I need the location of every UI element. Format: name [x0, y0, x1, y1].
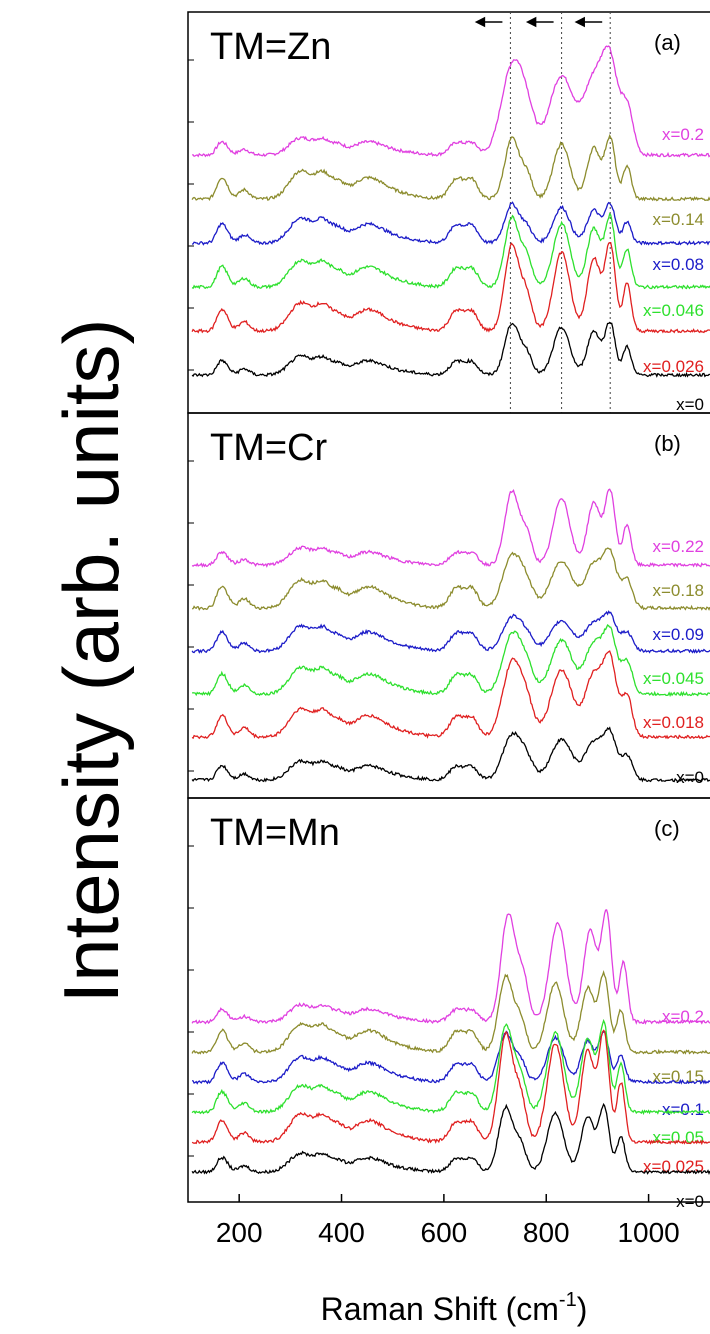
spectrum-line	[191, 45, 710, 158]
shift-arrow	[574, 16, 603, 28]
spectrum-line	[191, 321, 710, 378]
spectrum-line	[191, 133, 710, 202]
shift-arrow	[474, 16, 503, 28]
panel-title: TM=Mn	[210, 812, 340, 854]
series-label: x=0.046	[643, 301, 704, 320]
series-label: x=0.09	[652, 625, 704, 644]
x-tick-label: 400	[318, 1217, 365, 1248]
series-label: x=0.1	[662, 1100, 704, 1119]
y-axis-label: Intensity (arb. units)	[47, 319, 135, 1004]
series-label: x=0.018	[643, 713, 704, 732]
panel-letter: (c)	[654, 816, 680, 841]
series-label: x=0	[676, 395, 704, 414]
spectrum-line	[191, 1029, 710, 1146]
series-label: x=0.05	[652, 1128, 704, 1147]
panel-title: TM=Cr	[210, 427, 328, 469]
spectrum-line	[191, 650, 710, 740]
x-ticks: 200 400 600 800 1000	[216, 1194, 680, 1248]
spectrum-line	[191, 726, 710, 783]
spectrum-line	[191, 201, 710, 246]
x-axis-label-main: Raman Shift (cm	[321, 1291, 559, 1327]
series-label: x=0.22	[652, 537, 704, 556]
spectrum-line	[191, 969, 710, 1055]
series-label: x=0.2	[662, 1007, 704, 1026]
chart-panel-2: TM=Cr (b) x=0.22 x=0.18 x=0.09 x=0.045 x=0.018…	[187, 412, 710, 799]
series-label: x=0.14	[652, 210, 704, 229]
x-axis-label: Raman Shift (cm-1)	[321, 1289, 588, 1327]
series-label: x=0	[676, 768, 704, 787]
spectrum-line	[191, 547, 710, 611]
x-tick-label: 800	[523, 1217, 570, 1248]
x-tick-label: 600	[421, 1217, 468, 1248]
x-tick-label: 1000	[617, 1217, 679, 1248]
series-label: x=0.18	[652, 581, 704, 600]
series-label: x=0.2	[662, 125, 704, 144]
spectrum-line	[191, 623, 710, 698]
panel-frame	[187, 11, 710, 414]
spectrum-line	[191, 1018, 710, 1116]
spectrum-line	[191, 488, 710, 568]
spectrum-line	[191, 610, 710, 654]
panel-title: TM=Zn	[210, 26, 331, 68]
chart-panel-1: TM=Zn (a) x=0.2 x=0.14 x=0.08 x=0.046 x=0.026 x…	[187, 11, 710, 414]
spectrum-line	[191, 1102, 710, 1176]
x-axis-label-sup: -1	[559, 1289, 577, 1311]
series-label: x=0.15	[652, 1067, 704, 1086]
shift-arrow	[525, 16, 554, 28]
series-label: x=0.08	[652, 255, 704, 274]
series-label: x=0.045	[643, 669, 704, 688]
spectrum-line	[191, 212, 710, 290]
x-axis-label-close: )	[577, 1291, 588, 1327]
panels: TM=Zn (a) x=0.2 x=0.14 x=0.08 x=0.046 x=0.026 x…	[187, 11, 710, 1211]
series-label: x=0	[676, 1192, 704, 1211]
panel-letter: (b)	[654, 431, 681, 456]
spectrum-line	[191, 1030, 710, 1085]
panel-letter: (a)	[654, 30, 681, 55]
spectrum-line	[191, 909, 710, 1025]
panel-frame	[187, 797, 710, 1203]
spectrum-line	[191, 241, 710, 334]
panel-frame	[187, 412, 710, 799]
series-label: x=0.026	[643, 357, 704, 376]
x-tick-label: 200	[216, 1217, 263, 1248]
